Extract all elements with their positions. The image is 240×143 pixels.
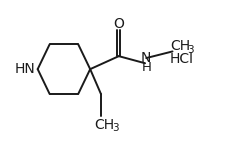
Text: N: N xyxy=(141,51,151,65)
Text: H: H xyxy=(141,61,151,75)
Text: O: O xyxy=(113,17,124,31)
Text: CH: CH xyxy=(94,118,114,132)
Text: 3: 3 xyxy=(187,45,194,54)
Text: 3: 3 xyxy=(112,123,118,133)
Text: HCl: HCl xyxy=(170,51,194,65)
Text: CH: CH xyxy=(170,39,190,53)
Text: HN: HN xyxy=(14,62,35,76)
